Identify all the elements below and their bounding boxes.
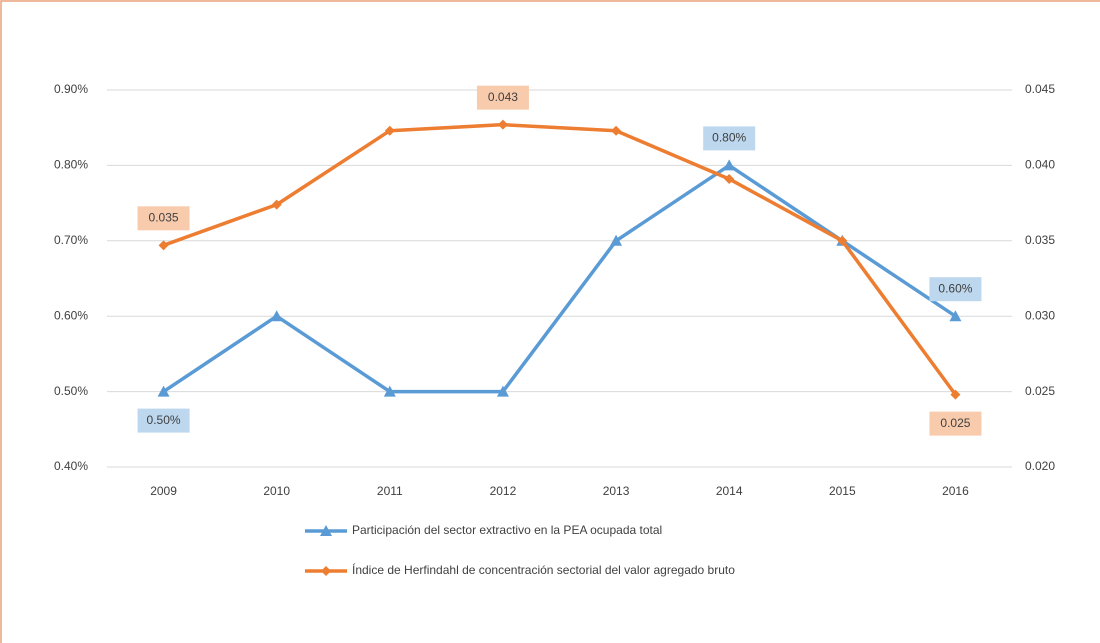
legend-label: Participación del sector extractivo en l…: [352, 523, 662, 537]
x-tick-label: 2009: [150, 484, 177, 498]
data-label: 0.50%: [147, 413, 181, 427]
marker: [496, 385, 509, 397]
data-label-box: [137, 408, 190, 433]
marker: [158, 240, 169, 251]
x-tick-label: 2012: [490, 484, 517, 498]
marker: [610, 234, 623, 246]
marker: [320, 525, 332, 536]
marker: [611, 125, 622, 136]
marker: [950, 389, 961, 400]
marker: [497, 119, 508, 130]
marker: [837, 235, 848, 246]
y2-tick-label: 0.045: [1025, 82, 1055, 96]
y-tick-label: 0.70%: [54, 233, 88, 247]
x-tick-label: 2016: [942, 484, 969, 498]
y-tick-label: 0.40%: [54, 459, 88, 473]
y-tick-label: 0.90%: [54, 82, 88, 96]
series-line: [162, 122, 957, 396]
data-label-box: [476, 85, 529, 110]
x-tick-label: 2014: [716, 484, 743, 498]
marker: [723, 159, 736, 171]
y-tick-label: 0.60%: [54, 308, 88, 322]
marker: [384, 125, 395, 136]
data-label-box: [703, 126, 756, 151]
x-tick-label: 2010: [263, 484, 290, 498]
data-label-box: [929, 411, 982, 436]
y2-tick-label: 0.040: [1025, 158, 1055, 172]
data-label-box: [137, 206, 190, 231]
y2-tick-label: 0.020: [1025, 459, 1055, 473]
data-label: 0.80%: [712, 131, 746, 145]
marker: [321, 566, 331, 576]
marker: [724, 173, 735, 184]
y2-tick-label: 0.035: [1025, 233, 1055, 247]
marker: [271, 199, 282, 210]
y-tick-label: 0.80%: [54, 158, 88, 172]
marker: [383, 385, 396, 397]
y-tick-label: 0.50%: [54, 384, 88, 398]
data-label: 0.025: [940, 416, 970, 430]
data-label: 0.035: [149, 210, 179, 224]
x-tick-label: 2013: [603, 484, 630, 498]
legend-label: Índice de Herfindahl de concentración se…: [352, 562, 735, 577]
data-label: 0.043: [488, 90, 518, 104]
marker: [949, 310, 962, 322]
marker: [270, 310, 283, 322]
y2-tick-label: 0.030: [1025, 308, 1055, 322]
x-tick-label: 2011: [377, 484, 403, 498]
data-label-box: [929, 277, 982, 302]
y2-tick-label: 0.025: [1025, 384, 1055, 398]
series-line: [162, 163, 957, 394]
marker: [157, 385, 170, 397]
x-tick-label: 2015: [829, 484, 856, 498]
data-label: 0.60%: [938, 281, 972, 295]
